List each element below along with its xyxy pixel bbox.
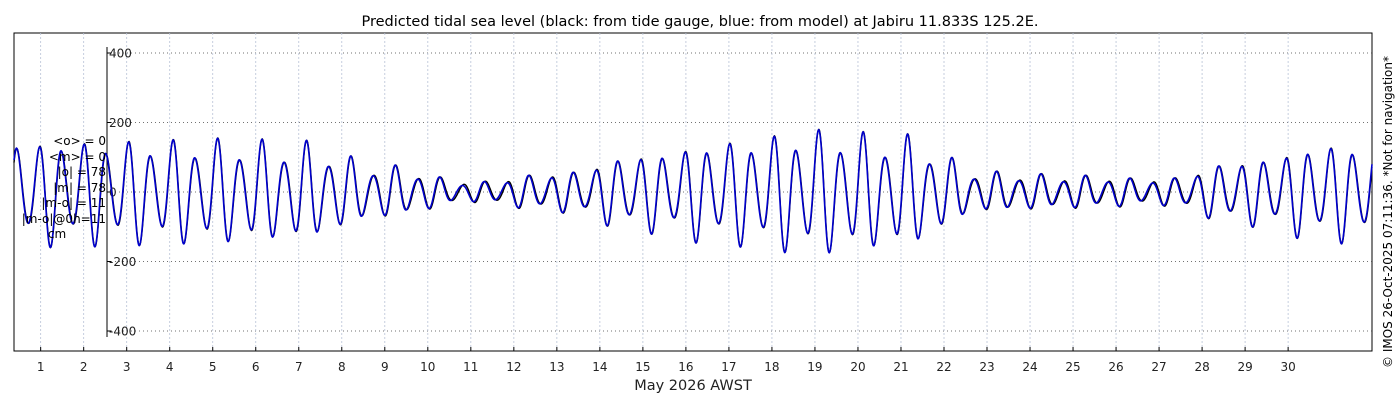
stat-abs-diff: |m-o| = 11 <box>41 196 106 210</box>
stat-abs-observed: |o| = 78 <box>57 165 106 179</box>
series-model-line <box>13 128 1373 254</box>
credit-text: © IMOS 26-Oct-2025 07:11:36. *Not for na… <box>1381 56 1395 368</box>
stat-abs-diff-0h: |m-o|@0h=11 <box>21 211 106 226</box>
y-axis: -400 -200 0 200 400 <box>106 47 136 339</box>
y-tick-label: 400 <box>109 47 132 61</box>
x-tick-label: 7 <box>295 360 303 374</box>
series-layer <box>13 128 1373 254</box>
grid-lines <box>40 33 1372 351</box>
x-axis: 1 2 3 4 5 6 7 8 9 10 11 12 13 14 15 16 17 18 19 20 21 22 23 24 2… <box>37 347 1296 374</box>
x-tick-label: 14 <box>592 360 607 374</box>
x-tick-label: 22 <box>936 360 951 374</box>
x-tick-label: 11 <box>463 360 478 374</box>
x-tick-label: 29 <box>1237 360 1252 374</box>
x-tick-label: 24 <box>1022 360 1037 374</box>
x-tick-label: 25 <box>1065 360 1080 374</box>
stats-panel: <o> = 0 <m> = 0 |o| = 78 |m| = 78 |m-o| … <box>8 134 106 243</box>
stat-mean-observed: <o> = 0 <box>53 134 106 148</box>
x-tick-label: 2 <box>80 360 88 374</box>
x-tick-label: 27 <box>1151 360 1166 374</box>
x-tick-label: 5 <box>209 360 217 374</box>
x-tick-label: 18 <box>764 360 779 374</box>
x-tick-label: 26 <box>1108 360 1123 374</box>
x-tick-label: 23 <box>979 360 994 374</box>
x-tick-label: 3 <box>123 360 131 374</box>
stat-unit: cm <box>47 227 67 241</box>
x-tick-label: 19 <box>807 360 822 374</box>
x-tick-label: 8 <box>338 360 346 374</box>
plot-frame <box>13 32 1373 352</box>
x-tick-label: 4 <box>166 360 174 374</box>
x-axis-label: May 2026 AWST <box>634 378 752 394</box>
chart-title: Predicted tidal sea level (black: from t… <box>361 14 1038 30</box>
y-tick-label: 200 <box>109 116 132 130</box>
x-tick-label: 16 <box>678 360 693 374</box>
stat-mean-model: <m> = 0 <box>48 149 106 164</box>
y-tick-label: -200 <box>109 255 136 269</box>
x-tick-label: 15 <box>635 360 650 374</box>
x-tick-label: 20 <box>850 360 865 374</box>
x-tick-label: 6 <box>252 360 260 374</box>
x-tick-label: 28 <box>1194 360 1209 374</box>
stat-abs-model: |m| = 78 <box>53 180 106 195</box>
y-tick-label: -400 <box>109 325 136 339</box>
x-tick-label: 1 <box>37 360 45 374</box>
y-tick-label: 0 <box>109 186 117 200</box>
x-tick-label: 10 <box>420 360 435 374</box>
x-tick-label: 9 <box>381 360 389 374</box>
x-tick-label: 12 <box>506 360 521 374</box>
x-tick-label: 17 <box>721 360 736 374</box>
x-tick-label: 30 <box>1280 360 1295 374</box>
x-tick-label: 13 <box>549 360 564 374</box>
x-tick-label: 21 <box>893 360 908 374</box>
